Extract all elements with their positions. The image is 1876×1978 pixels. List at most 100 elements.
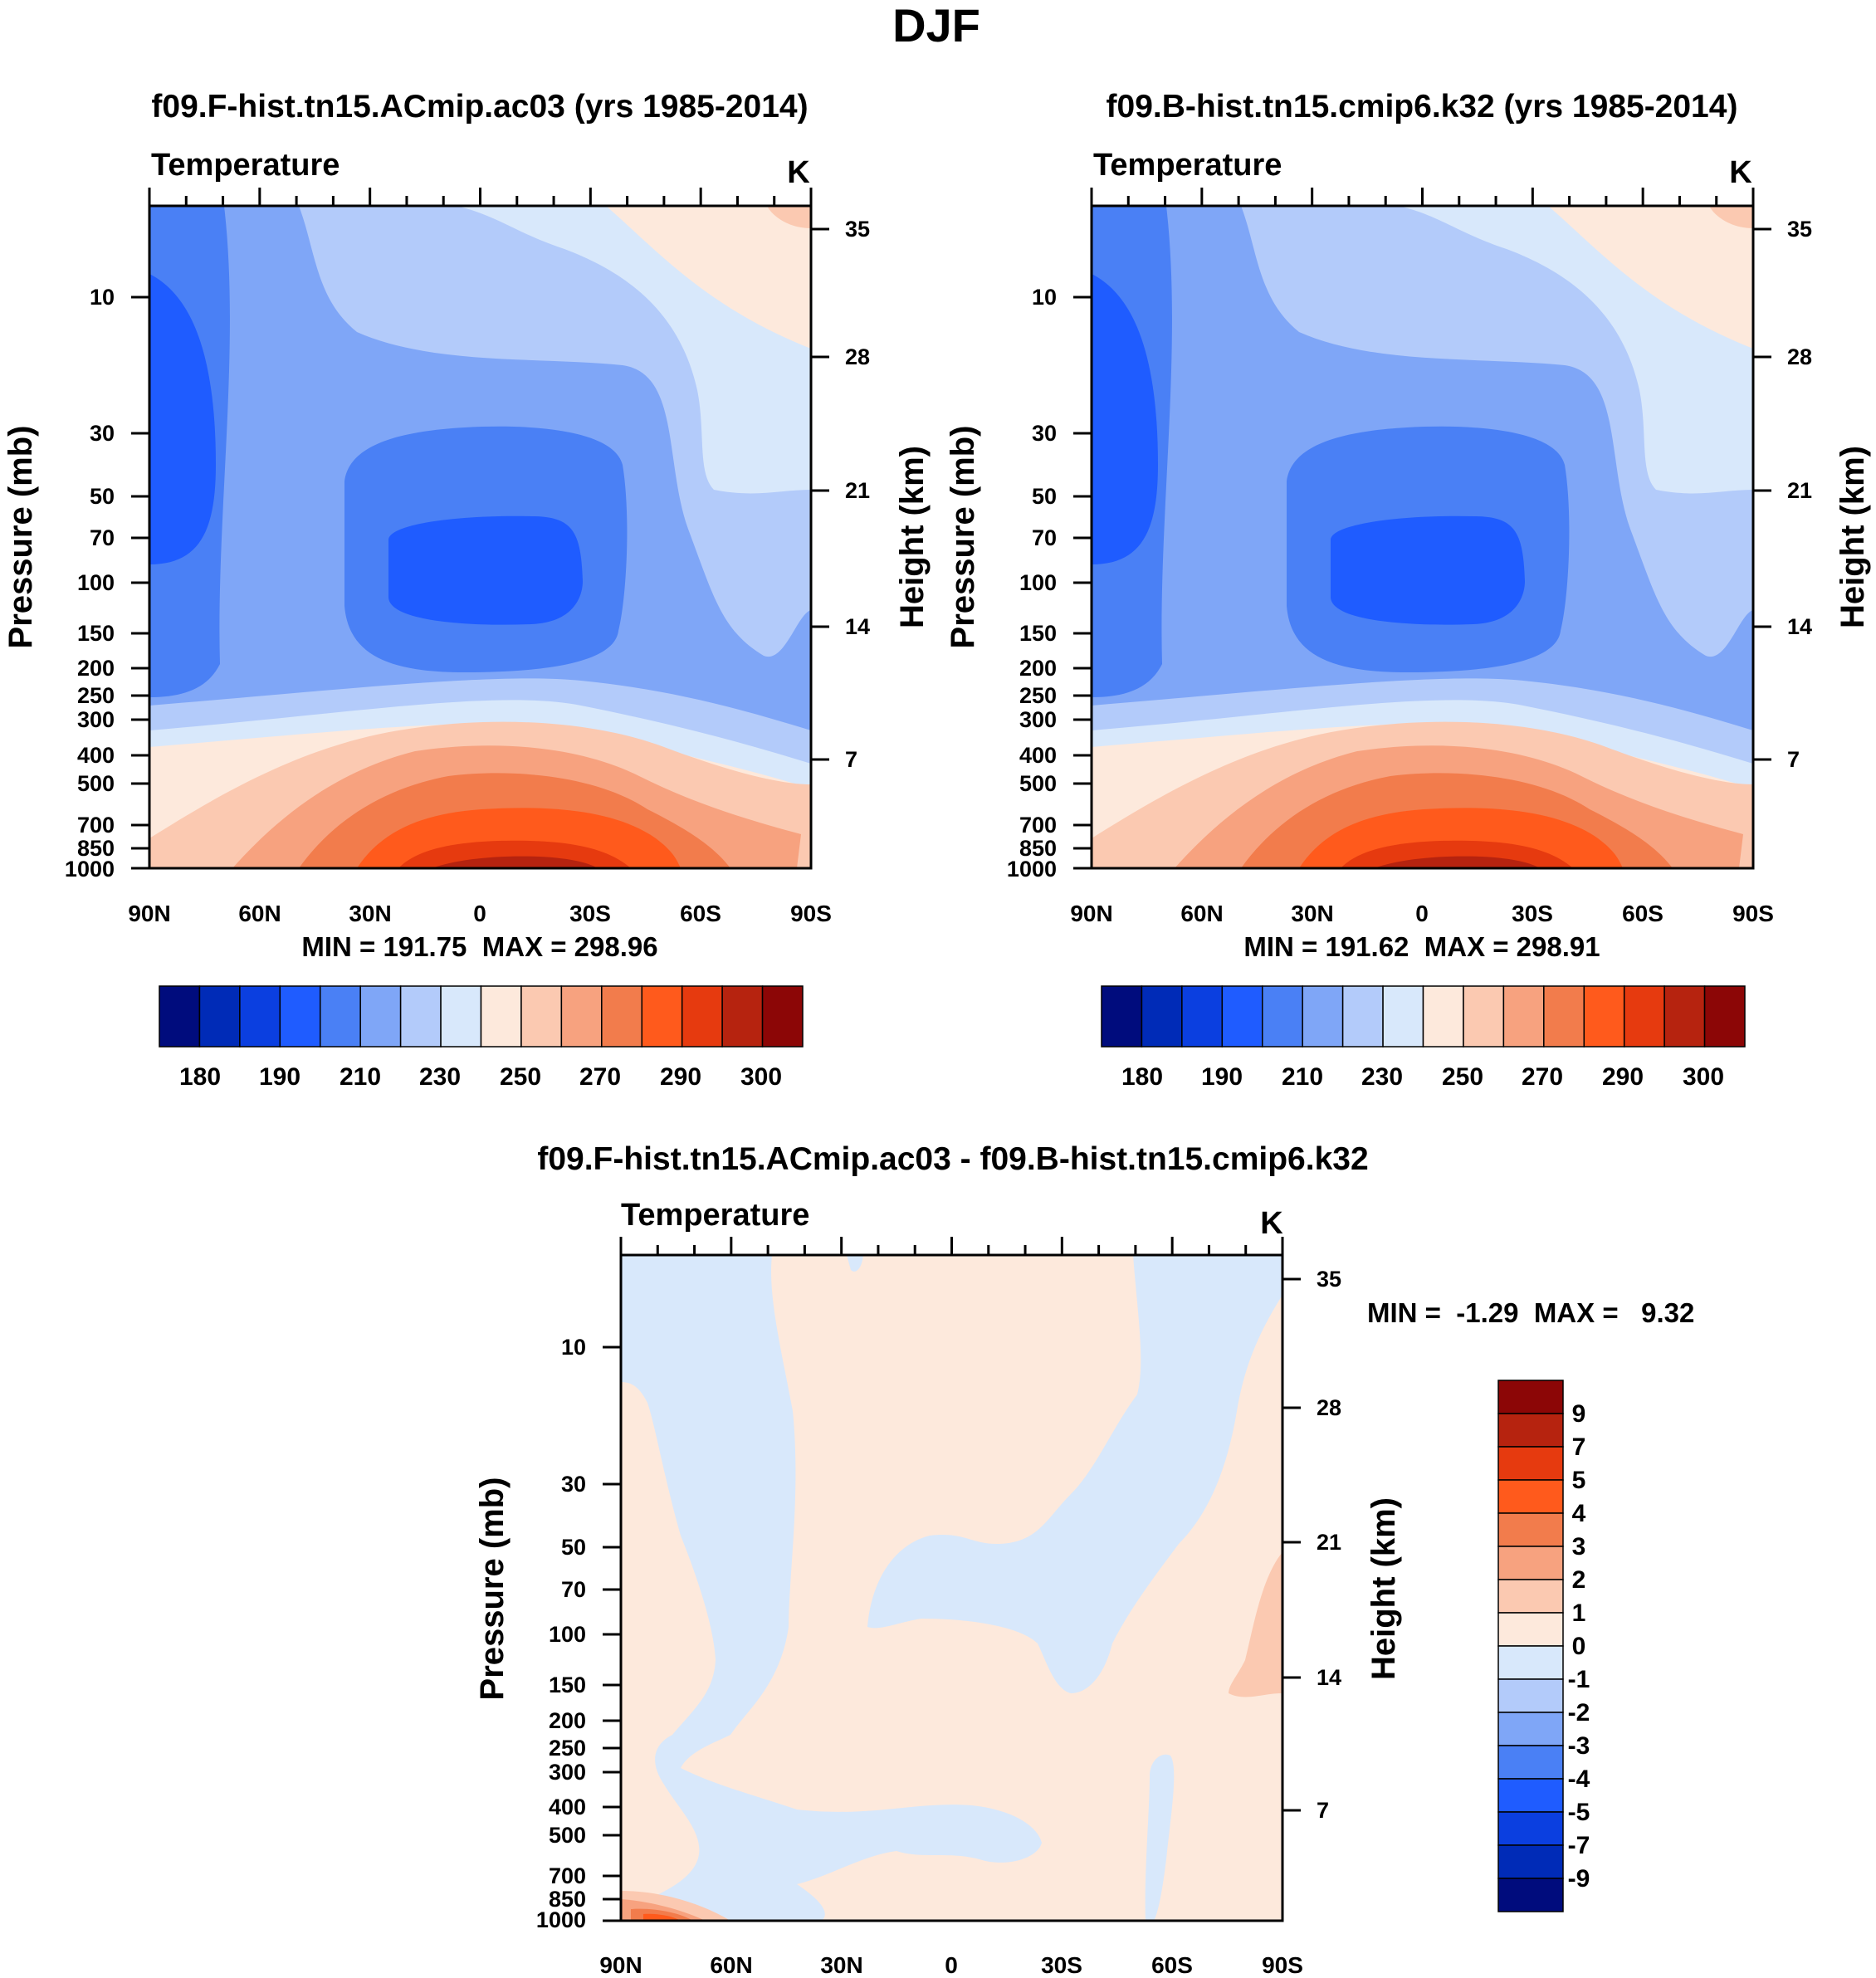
colorbar-swatch [198,985,241,1048]
x-tick-label: 60S [1151,1952,1193,1978]
y-tick-labels: 10 30 50 70 100 150 200 250 300 400 500 … [65,285,115,882]
x-tick-label: 0 [473,901,486,926]
y-tick-label: 400 [77,743,115,768]
variable-label: Temperature [1093,148,1282,183]
y2-tick-label: 7 [1317,1798,1329,1823]
colorbar-swatch [1497,1579,1564,1614]
colorbar-swatch [1497,1645,1564,1680]
y-tick-label: 300 [77,707,115,732]
colorbar-swatch [1497,1612,1564,1647]
colorbar-swatch [1221,985,1263,1048]
contour-field [621,1255,1282,1921]
contour-band [768,206,811,228]
colorbar-swatch [1497,1844,1564,1879]
contour-band [643,1913,681,1921]
x-tick-label: 0 [1415,901,1429,926]
colorbar-swatch [1181,985,1224,1048]
y2-tick-labels: 35 28 21 14 7 [1787,217,1812,772]
colorbar-label: 210 [1282,1063,1323,1091]
units-label: K [1260,1206,1283,1241]
colorbar-swatch [1101,985,1143,1048]
x-tick-label: 0 [945,1952,958,1978]
colorbar-swatch [399,985,442,1048]
colorbar-swatch [1341,985,1384,1048]
x-tick-labels: 90N 60N 30N 0 30S 60S 90S [1070,901,1774,926]
colorbar-labels: 180 190 210 230 250 270 290 300 [179,1063,782,1091]
colorbar-label: 180 [179,1063,221,1091]
contour-field [1092,206,1753,868]
colorbar-swatch [1497,1745,1564,1780]
y2-tick-label: 7 [1787,747,1800,772]
colorbar-swatch [1703,985,1746,1048]
colorbar-swatch [1497,1546,1564,1580]
y-tick-label: 300 [549,1760,586,1785]
panel-control: f09.F-hist.tn15.ACmip.ac03 (yrs 1985-201… [2,89,931,1091]
colorbar-swatch [440,985,482,1048]
y-tick-label: 30 [90,421,115,446]
y-axis-label: Pressure (mb) [474,1477,511,1701]
y-tick-label: 200 [549,1708,586,1733]
colorbar-label: -5 [1568,1799,1590,1826]
colorbar-label: 190 [259,1063,300,1091]
colorbar-label: -2 [1568,1699,1590,1726]
colorbar-swatch [641,985,683,1048]
y2-tick-label: 7 [845,747,857,772]
contour-band [1229,1552,1282,1697]
colorbar [159,985,804,1048]
y2-tick-label: 35 [845,217,870,242]
colorbar-swatch [761,985,804,1048]
colorbar-label: 0 [1572,1633,1586,1660]
y-tick-label: 850 [1019,836,1057,861]
colorbar-swatch [1623,985,1665,1048]
x-tick-labels: 90N 60N 30N 0 30S 60S 90S [128,901,832,926]
colorbar-label: 230 [419,1063,461,1091]
units-label: K [1729,155,1752,190]
y-tick-label: 700 [77,813,115,838]
colorbar-swatch [279,985,321,1048]
min-max-stats: MIN = 191.75 MAX = 298.96 [301,931,657,962]
x-tick-label: 30S [569,901,611,926]
colorbar-label: -9 [1568,1865,1590,1893]
main-title: DJF [892,0,980,51]
panel-reference: f09.B-hist.tn15.cmip6.k32 (yrs 1985-2014… [945,89,1871,1091]
colorbar-swatch [1497,1712,1564,1746]
x-tick-label: 30N [820,1952,862,1978]
colorbar-label: 270 [1522,1063,1563,1091]
colorbar-swatch [1463,985,1505,1048]
x-tick-label: 90N [128,901,170,926]
y-tick-label: 50 [561,1535,586,1560]
y2-tick-label: 28 [845,344,870,369]
colorbar-swatch [1422,985,1464,1048]
x-tick-label: 60N [710,1952,752,1978]
colorbar-label: -7 [1568,1832,1590,1859]
colorbar-label: 7 [1572,1433,1586,1461]
contour-band [1145,1754,1175,1921]
y2-tick-label: 21 [1787,478,1812,503]
colorbar-swatch [1302,985,1344,1048]
y-tick-label: 850 [549,1887,586,1912]
x-tick-label: 90S [790,901,832,926]
y-tick-label: 400 [549,1795,586,1819]
colorbar-swatch [1262,985,1303,1048]
axis-ticks [1073,188,1771,870]
x-tick-label: 30N [1291,901,1333,926]
colorbar-swatch [239,985,281,1048]
colorbar-label: 290 [1602,1063,1644,1091]
colorbar-swatch [1543,985,1585,1048]
y-tick-label: 1000 [536,1907,586,1932]
y2-axis-label: Height (km) [1834,446,1871,628]
contour-band [432,856,598,868]
y-tick-label: 70 [90,525,115,550]
x-tick-label: 30N [349,901,391,926]
colorbar-swatch [1497,1446,1564,1481]
y2-tick-label: 21 [845,478,870,503]
colorbar-swatch [480,985,522,1048]
y-axis-label: Pressure (mb) [945,426,981,649]
contour-field [149,206,811,868]
colorbar-swatch [359,985,402,1048]
colorbar-label: 300 [740,1063,782,1091]
y-tick-label: 200 [77,656,115,681]
colorbar-swatch [1497,1380,1564,1414]
colorbar-swatch [1497,1678,1564,1713]
